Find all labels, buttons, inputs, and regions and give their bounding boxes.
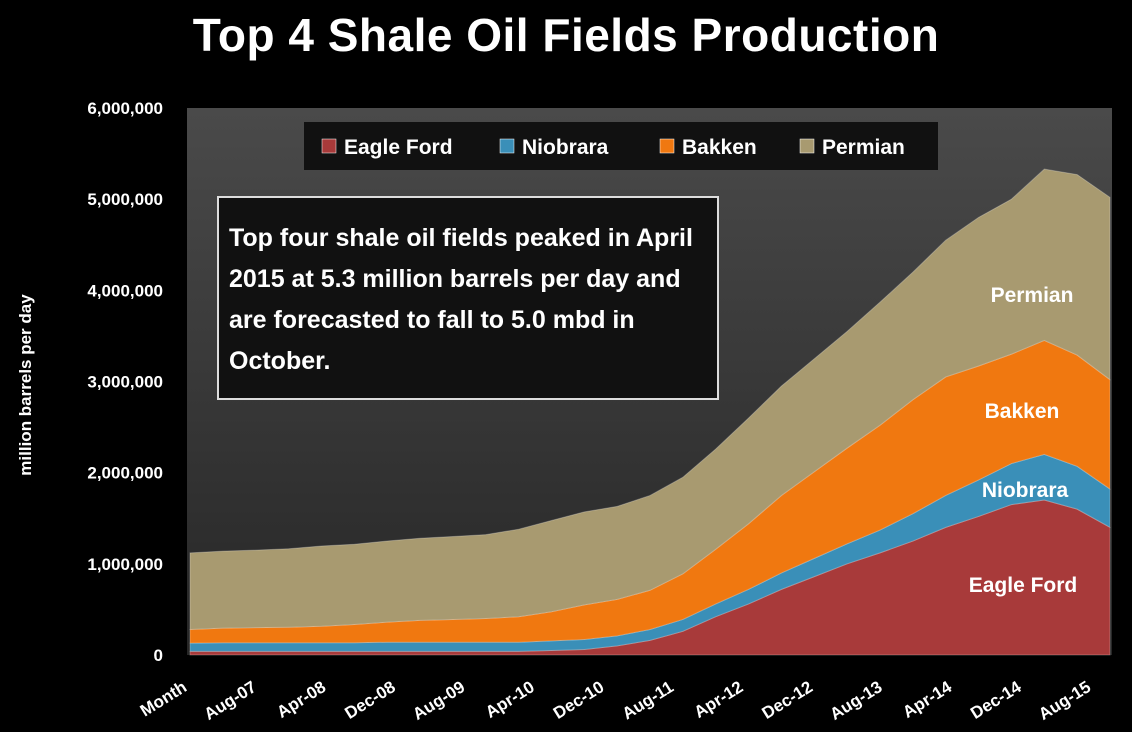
x-tick-label: Aug-09 xyxy=(409,677,468,724)
y-tick-label: 0 xyxy=(154,646,163,665)
legend-swatch-bakken xyxy=(659,138,675,154)
y-axis-ticks: 0 1,000,000 2,000,000 3,000,000 4,000,000 5,0… xyxy=(87,99,163,665)
legend-label-bakken: Bakken xyxy=(682,136,757,159)
x-tick-label: Apr-10 xyxy=(482,677,538,722)
y-tick-label: 6,000,000 xyxy=(87,99,163,118)
x-tick-label: Apr-08 xyxy=(273,677,329,722)
series-labels: Permian Bakken Niobrara Eagle Ford xyxy=(969,284,1078,597)
series-label-niobrara: Niobrara xyxy=(982,479,1069,502)
x-tick-label: Dec-12 xyxy=(759,677,816,723)
area-niobrara xyxy=(189,453,1111,652)
series-areas xyxy=(189,168,1111,656)
legend-label-eagle-ford: Eagle Ford xyxy=(344,136,453,159)
x-tick-label: Aug-07 xyxy=(201,677,260,724)
x-tick-label: Aug-15 xyxy=(1035,677,1094,724)
y-tick-label: 5,000,000 xyxy=(87,190,163,209)
y-tick-label: 3,000,000 xyxy=(87,373,163,392)
legend-swatch-eagle-ford xyxy=(321,138,337,154)
series-label-bakken: Bakken xyxy=(985,400,1060,423)
x-axis-ticks: Month Aug-07 Apr-08 Dec-08 Aug-09 Apr-10 Dec-1… xyxy=(137,677,1094,724)
legend-label-niobrara: Niobrara xyxy=(522,136,609,159)
y-tick-label: 4,000,000 xyxy=(87,281,163,300)
annotation-box: Top four shale oil fields peaked in Apri… xyxy=(217,196,719,400)
legend-box xyxy=(304,122,938,170)
legend-swatch-permian xyxy=(799,138,815,154)
annotation-text: Top four shale oil fields peaked in Apri… xyxy=(229,224,693,375)
area-permian xyxy=(189,168,1111,630)
y-tick-label: 1,000,000 xyxy=(87,555,163,574)
series-label-eagle-ford: Eagle Ford xyxy=(969,574,1078,597)
x-tick-label: Month xyxy=(137,677,190,720)
legend: Eagle Ford Niobrara Bakken Permian xyxy=(304,122,938,170)
x-tick-label: Dec-14 xyxy=(967,677,1025,723)
series-label-permian: Permian xyxy=(991,284,1074,307)
x-tick-label: Aug-13 xyxy=(827,677,886,724)
x-tick-label: Dec-10 xyxy=(550,677,607,723)
x-tick-label: Dec-08 xyxy=(341,677,398,723)
chart-title: Top 4 Shale Oil Fields Production xyxy=(192,9,940,61)
x-tick-label: Apr-14 xyxy=(899,677,955,722)
legend-swatch-niobrara xyxy=(499,138,515,154)
x-tick-label: Apr-12 xyxy=(691,677,747,722)
y-tick-label: 2,000,000 xyxy=(87,464,163,483)
x-tick-label: Aug-11 xyxy=(619,677,677,723)
legend-label-permian: Permian xyxy=(822,136,905,159)
